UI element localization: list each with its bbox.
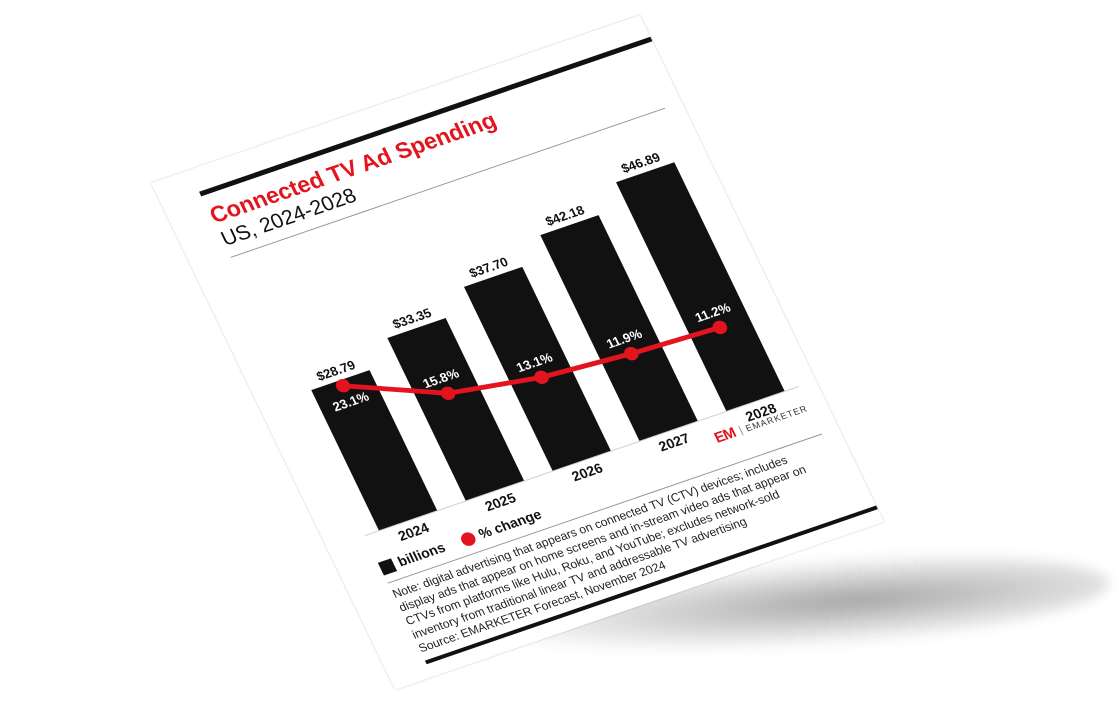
- bar: [616, 162, 785, 412]
- change-point: [624, 346, 639, 361]
- bar: [387, 317, 525, 501]
- bar: [311, 370, 438, 531]
- x-axis: [364, 386, 800, 537]
- change-point: [712, 320, 728, 335]
- bar-swatch-icon: [377, 558, 398, 576]
- dot-swatch-icon: [458, 530, 479, 549]
- bar: [463, 266, 612, 472]
- chart-card: Connected TV Ad Spending US, 2024-2028 $…: [151, 15, 884, 690]
- change-point: [335, 378, 351, 393]
- change-point: [534, 370, 549, 385]
- bar: [540, 215, 698, 442]
- bar-line-chart: $28.792024$33.352025$37.702026$42.182027…: [311, 150, 800, 544]
- change-point: [440, 386, 456, 401]
